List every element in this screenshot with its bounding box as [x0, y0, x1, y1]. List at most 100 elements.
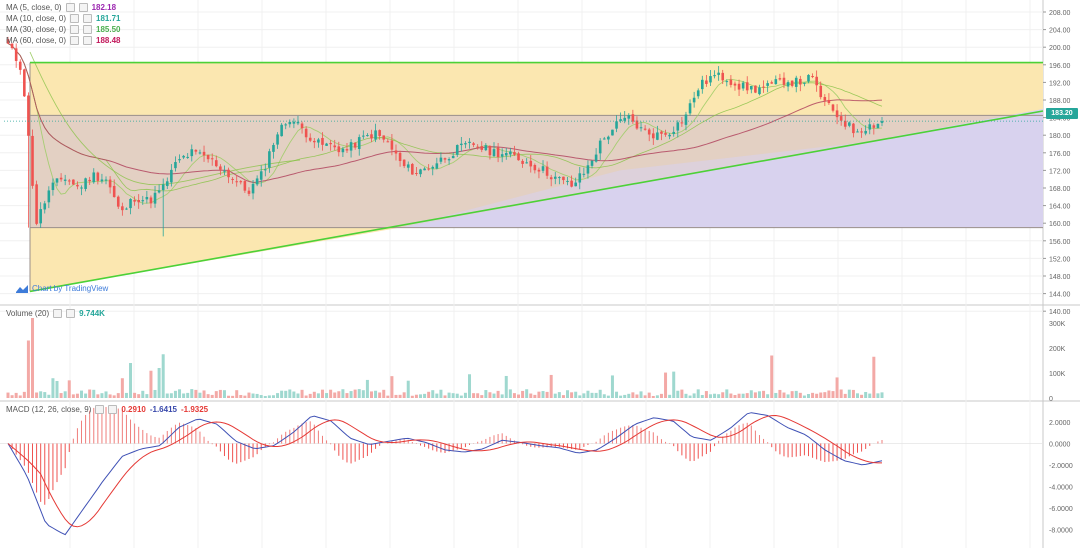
volume-bar — [329, 389, 333, 398]
volume-bar — [235, 390, 239, 398]
candle-body — [96, 172, 100, 181]
trend-lines[interactable] — [4, 61, 1044, 293]
legend-volume: Volume (20) 9.744K — [6, 309, 105, 318]
volume-tick-label: 200K — [1049, 346, 1066, 353]
volume-bar — [443, 395, 447, 398]
candle-body — [182, 155, 185, 158]
candle-body — [186, 156, 190, 158]
legend-ma60-value: 188.48 — [96, 36, 121, 45]
legend-macd-label: MACD (12, 26, close, 9) — [6, 405, 92, 414]
volume-bar — [337, 391, 341, 398]
close-icon[interactable] — [66, 309, 76, 318]
macd-tick-label: 2.0000 — [1049, 420, 1071, 427]
candle-body — [72, 179, 75, 185]
settings-icon[interactable] — [70, 25, 80, 34]
candle-body — [664, 133, 667, 135]
volume-bar — [394, 394, 398, 398]
volume-bar — [508, 389, 512, 398]
settings-icon[interactable] — [95, 405, 105, 414]
candle-body — [660, 131, 663, 134]
lower-overlay-zone — [400, 121, 1043, 228]
candle-body — [235, 181, 239, 183]
volume-bar — [659, 393, 663, 398]
candle-body — [615, 121, 618, 129]
candle-body — [639, 127, 643, 129]
candle-body — [198, 152, 202, 154]
volume-bar — [819, 392, 823, 398]
candle-body — [23, 69, 26, 97]
volume-bar — [108, 394, 112, 398]
volume-bar — [574, 391, 578, 398]
volume-bar — [304, 395, 308, 398]
candle-body — [574, 182, 577, 187]
volume-bar — [288, 389, 292, 398]
candle-body — [411, 163, 414, 175]
volume-bar — [31, 318, 35, 398]
candle-body — [59, 177, 63, 180]
volume-bar — [839, 389, 843, 398]
candle-body — [357, 137, 361, 150]
volume-bar — [802, 395, 806, 398]
candle-body — [415, 173, 418, 175]
close-icon[interactable] — [83, 14, 93, 23]
volume-bar — [631, 392, 635, 398]
candle-body — [713, 75, 716, 77]
settings-icon[interactable] — [70, 36, 80, 45]
volume-bar — [643, 395, 647, 398]
volume-bar — [112, 395, 116, 398]
volume-bar — [692, 393, 696, 398]
volume-bar — [561, 395, 565, 398]
volume-tick-label: 100K — [1049, 371, 1066, 378]
volume-bar — [872, 356, 876, 398]
close-icon[interactable] — [108, 405, 118, 414]
volume-bar — [533, 394, 537, 398]
close-icon[interactable] — [83, 36, 93, 45]
legend-volume-label: Volume (20) — [6, 309, 50, 318]
candle-body — [227, 169, 230, 178]
volume-bar — [153, 389, 157, 398]
tradingview-attribution[interactable]: Chart by TradingView — [16, 284, 108, 293]
volume-bar — [635, 394, 639, 398]
volume-bar — [378, 392, 382, 398]
volume-bar — [737, 393, 741, 398]
candle-body — [288, 121, 292, 125]
candle-body — [317, 139, 320, 143]
candle-body — [104, 179, 108, 181]
candle-body — [435, 163, 439, 169]
candle-body — [631, 114, 635, 122]
candle-body — [496, 147, 500, 158]
volume-bar — [733, 394, 737, 398]
volume-bar — [729, 393, 733, 398]
volume-bar — [472, 393, 476, 398]
candle-body — [868, 124, 872, 130]
close-icon[interactable] — [83, 25, 93, 34]
candle-body — [521, 160, 524, 164]
volume-bar — [672, 371, 676, 398]
volume-bar — [100, 393, 104, 398]
candle-body — [598, 140, 602, 154]
candle-body — [799, 78, 802, 85]
volume-bar — [369, 391, 373, 398]
volume-bar — [10, 395, 14, 398]
price-axis[interactable]: 208.00 204.00 200.00 196.00 192.00 188.00 184.… — [1043, 10, 1073, 535]
volume-bar — [227, 395, 231, 398]
candle-body — [525, 162, 528, 164]
candle-body — [741, 82, 745, 89]
close-icon[interactable] — [78, 3, 88, 12]
candle-body — [451, 155, 455, 159]
candle-body — [18, 61, 22, 70]
volume-bar — [484, 390, 488, 398]
candle-body — [472, 143, 475, 145]
volume-bar — [492, 393, 496, 398]
volume-bar — [124, 392, 128, 398]
settings-icon[interactable] — [65, 3, 75, 12]
price-zones — [29, 62, 1043, 292]
settings-icon[interactable] — [70, 14, 80, 23]
settings-icon[interactable] — [53, 309, 63, 318]
volume-bar — [26, 340, 30, 398]
volume-bar — [92, 389, 96, 398]
volume-bar — [6, 392, 10, 398]
volume-bar — [414, 394, 418, 398]
